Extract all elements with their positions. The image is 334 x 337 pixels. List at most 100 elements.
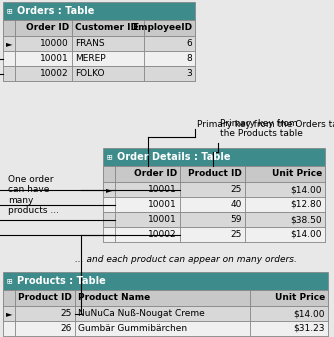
Text: 26: 26 <box>61 324 72 333</box>
Bar <box>103 166 115 182</box>
Bar <box>144 51 195 66</box>
Text: ... and each product can appear on many orders.: ... and each product can appear on many … <box>75 255 297 264</box>
Text: ►: ► <box>6 39 12 48</box>
Bar <box>3 51 15 66</box>
Bar <box>180 212 245 227</box>
Bar <box>3 36 15 51</box>
Text: $31.23: $31.23 <box>294 324 325 333</box>
Bar <box>180 182 245 197</box>
Text: Unit Price: Unit Price <box>275 294 325 303</box>
Text: ⊞: ⊞ <box>107 153 112 161</box>
Bar <box>245 197 325 212</box>
Bar <box>15 306 75 321</box>
Bar <box>103 182 325 197</box>
Text: ►: ► <box>6 309 12 318</box>
Bar <box>144 66 195 81</box>
Bar <box>15 51 72 66</box>
Text: Product ID: Product ID <box>188 170 242 179</box>
Bar <box>144 20 195 36</box>
Bar <box>103 212 115 227</box>
Text: Customer ID: Customer ID <box>75 24 138 32</box>
Text: ►: ► <box>106 185 112 194</box>
Text: Orders : Table: Orders : Table <box>17 6 95 16</box>
Bar <box>144 36 195 51</box>
Text: 3: 3 <box>186 69 192 78</box>
Bar <box>15 36 72 51</box>
Text: Unit Price: Unit Price <box>272 170 322 179</box>
Bar <box>103 166 325 182</box>
Text: FRANS: FRANS <box>75 39 105 48</box>
Bar <box>103 212 325 227</box>
Bar <box>3 321 15 336</box>
Bar <box>103 148 325 166</box>
Text: 25: 25 <box>61 309 72 318</box>
Bar <box>15 20 72 36</box>
Bar <box>3 306 328 321</box>
Bar <box>75 306 250 321</box>
Bar <box>115 182 180 197</box>
Text: ⊞: ⊞ <box>7 276 12 285</box>
Text: Products : Table: Products : Table <box>17 276 106 286</box>
Bar <box>75 321 250 336</box>
Text: Primary key from
the Products table: Primary key from the Products table <box>220 119 303 138</box>
Bar <box>3 36 195 51</box>
Bar <box>3 272 328 290</box>
Text: 10001: 10001 <box>148 185 177 194</box>
Bar <box>103 197 325 212</box>
Text: Order ID: Order ID <box>26 24 69 32</box>
Bar <box>250 290 328 306</box>
Bar <box>245 212 325 227</box>
Text: MEREP: MEREP <box>75 54 106 63</box>
Bar <box>72 20 144 36</box>
Bar <box>245 182 325 197</box>
Bar <box>3 290 328 306</box>
Bar <box>3 2 195 20</box>
Text: 10001: 10001 <box>148 200 177 209</box>
Bar <box>3 290 15 306</box>
Text: FOLKO: FOLKO <box>75 69 105 78</box>
Bar <box>3 20 15 36</box>
Bar <box>75 290 250 306</box>
Bar <box>250 321 328 336</box>
Bar <box>250 306 328 321</box>
Text: 59: 59 <box>230 215 242 224</box>
Bar <box>3 66 195 81</box>
Bar <box>103 227 115 242</box>
Text: Product Name: Product Name <box>78 294 150 303</box>
Bar <box>115 227 180 242</box>
Bar <box>72 36 144 51</box>
Text: $14.00: $14.00 <box>291 230 322 239</box>
Text: $14.00: $14.00 <box>291 185 322 194</box>
Text: $38.50: $38.50 <box>290 215 322 224</box>
Text: 10000: 10000 <box>40 39 69 48</box>
Bar <box>245 166 325 182</box>
Bar <box>15 66 72 81</box>
Text: 10002: 10002 <box>148 230 177 239</box>
Text: $14.00: $14.00 <box>294 309 325 318</box>
Bar <box>115 197 180 212</box>
Bar <box>3 51 195 66</box>
Text: Gumbär Gummibärchen: Gumbär Gummibärchen <box>78 324 187 333</box>
Text: 25: 25 <box>230 185 242 194</box>
Bar <box>180 227 245 242</box>
Text: Primary key from the Orders table: Primary key from the Orders table <box>197 120 334 129</box>
Bar <box>115 212 180 227</box>
Text: EmployeeID: EmployeeID <box>132 24 192 32</box>
Text: Product ID: Product ID <box>18 294 72 303</box>
Bar <box>15 321 75 336</box>
Text: Order Details : Table: Order Details : Table <box>117 152 230 162</box>
Bar <box>180 197 245 212</box>
Text: Order ID: Order ID <box>134 170 177 179</box>
Bar <box>115 166 180 182</box>
Text: 6: 6 <box>186 39 192 48</box>
Text: 10001: 10001 <box>148 215 177 224</box>
Bar <box>3 321 328 336</box>
Text: 10001: 10001 <box>40 54 69 63</box>
Bar <box>72 66 144 81</box>
Text: $12.80: $12.80 <box>291 200 322 209</box>
Text: ⊞: ⊞ <box>7 6 12 16</box>
Bar <box>3 20 195 36</box>
Bar <box>3 66 15 81</box>
Bar <box>245 227 325 242</box>
Bar <box>103 197 115 212</box>
